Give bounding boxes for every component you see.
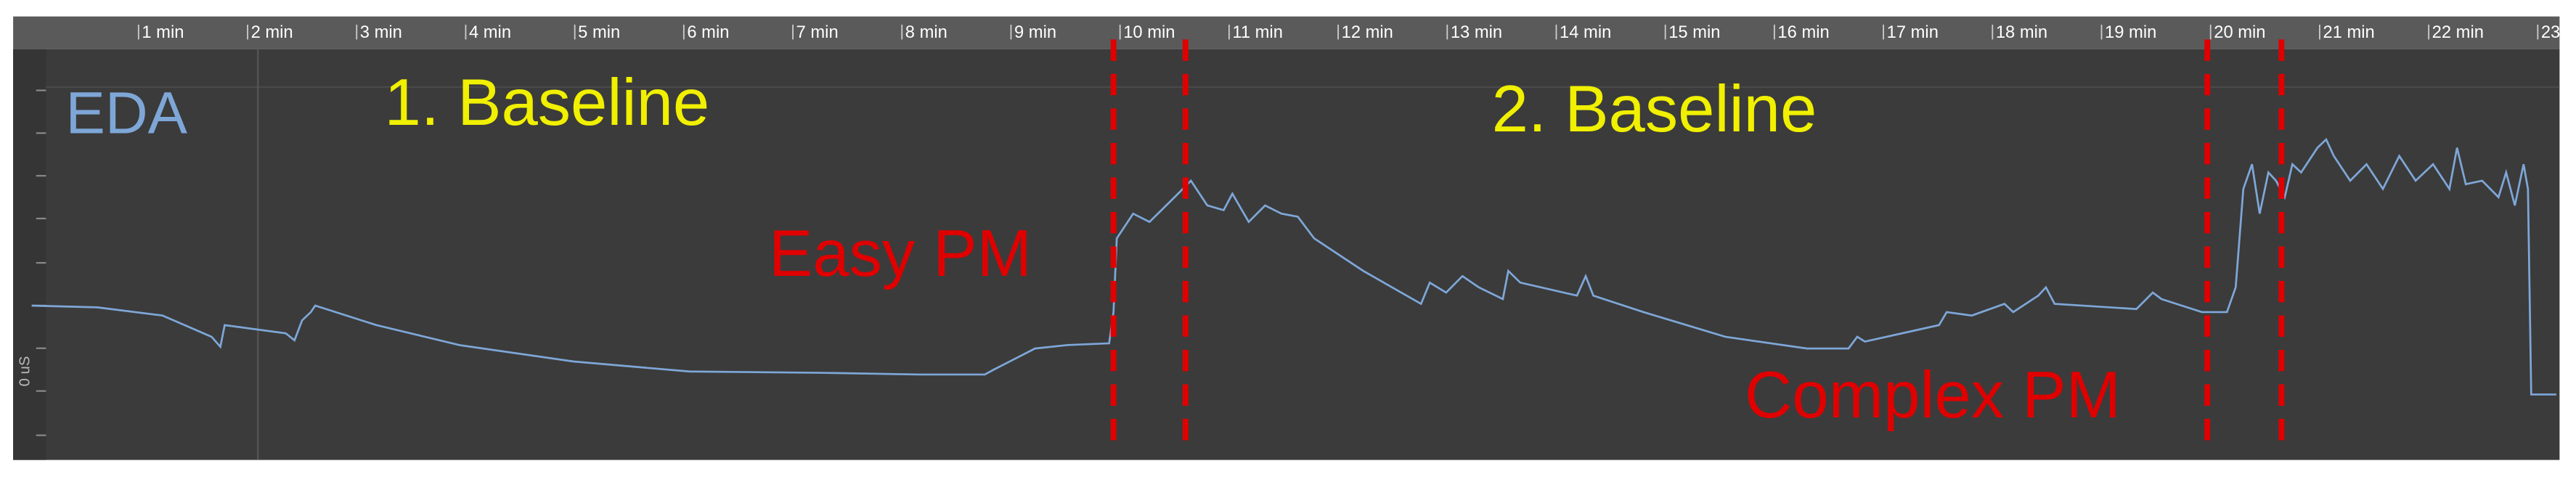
- signal-label: EDA: [66, 80, 188, 146]
- x-tick-label: 14 min: [1560, 23, 1611, 42]
- x-tick-label: 8 min: [905, 23, 947, 42]
- x-tick-label: 6 min: [687, 23, 729, 42]
- phase-label: 2. Baseline: [1492, 73, 1817, 146]
- x-tick-label: 19 min: [2105, 23, 2156, 42]
- x-tick-label: 2 min: [251, 23, 293, 42]
- x-tick-label: 16 min: [1777, 23, 1829, 42]
- x-tick-label: 11 min: [1232, 23, 1283, 42]
- x-tick-label: 12 min: [1342, 23, 1393, 42]
- x-tick-label: 9 min: [1014, 23, 1056, 42]
- x-tick-label: 23: [2541, 23, 2560, 42]
- task-label: Easy PM: [769, 217, 1032, 290]
- x-tick-label: 22 min: [2432, 23, 2484, 42]
- x-tick-label: 20 min: [2214, 23, 2265, 42]
- x-tick-label: 15 min: [1668, 23, 1720, 42]
- x-tick-label: 18 min: [1996, 23, 2047, 42]
- x-tick-label: 13 min: [1451, 23, 1502, 42]
- x-tick-label: 1 min: [142, 23, 184, 42]
- x-tick-label: 4 min: [469, 23, 511, 42]
- x-tick-label: 17 min: [1887, 23, 1939, 42]
- x-tick-label: 21 min: [2323, 23, 2374, 42]
- x-tick-label: 5 min: [578, 23, 620, 42]
- plot-area: [13, 49, 2560, 460]
- eda-line: [31, 137, 2556, 396]
- x-tick-label: 10 min: [1123, 23, 1175, 42]
- y-axis-strip: [13, 49, 46, 460]
- time-header: [13, 16, 2560, 49]
- x-tick-label: 3 min: [360, 23, 402, 42]
- phase-label: 1. Baseline: [384, 66, 709, 139]
- y-tick-label: 0 uS: [17, 356, 33, 387]
- task-label: Complex PM: [1745, 359, 2121, 432]
- x-tick-label: 7 min: [796, 23, 839, 42]
